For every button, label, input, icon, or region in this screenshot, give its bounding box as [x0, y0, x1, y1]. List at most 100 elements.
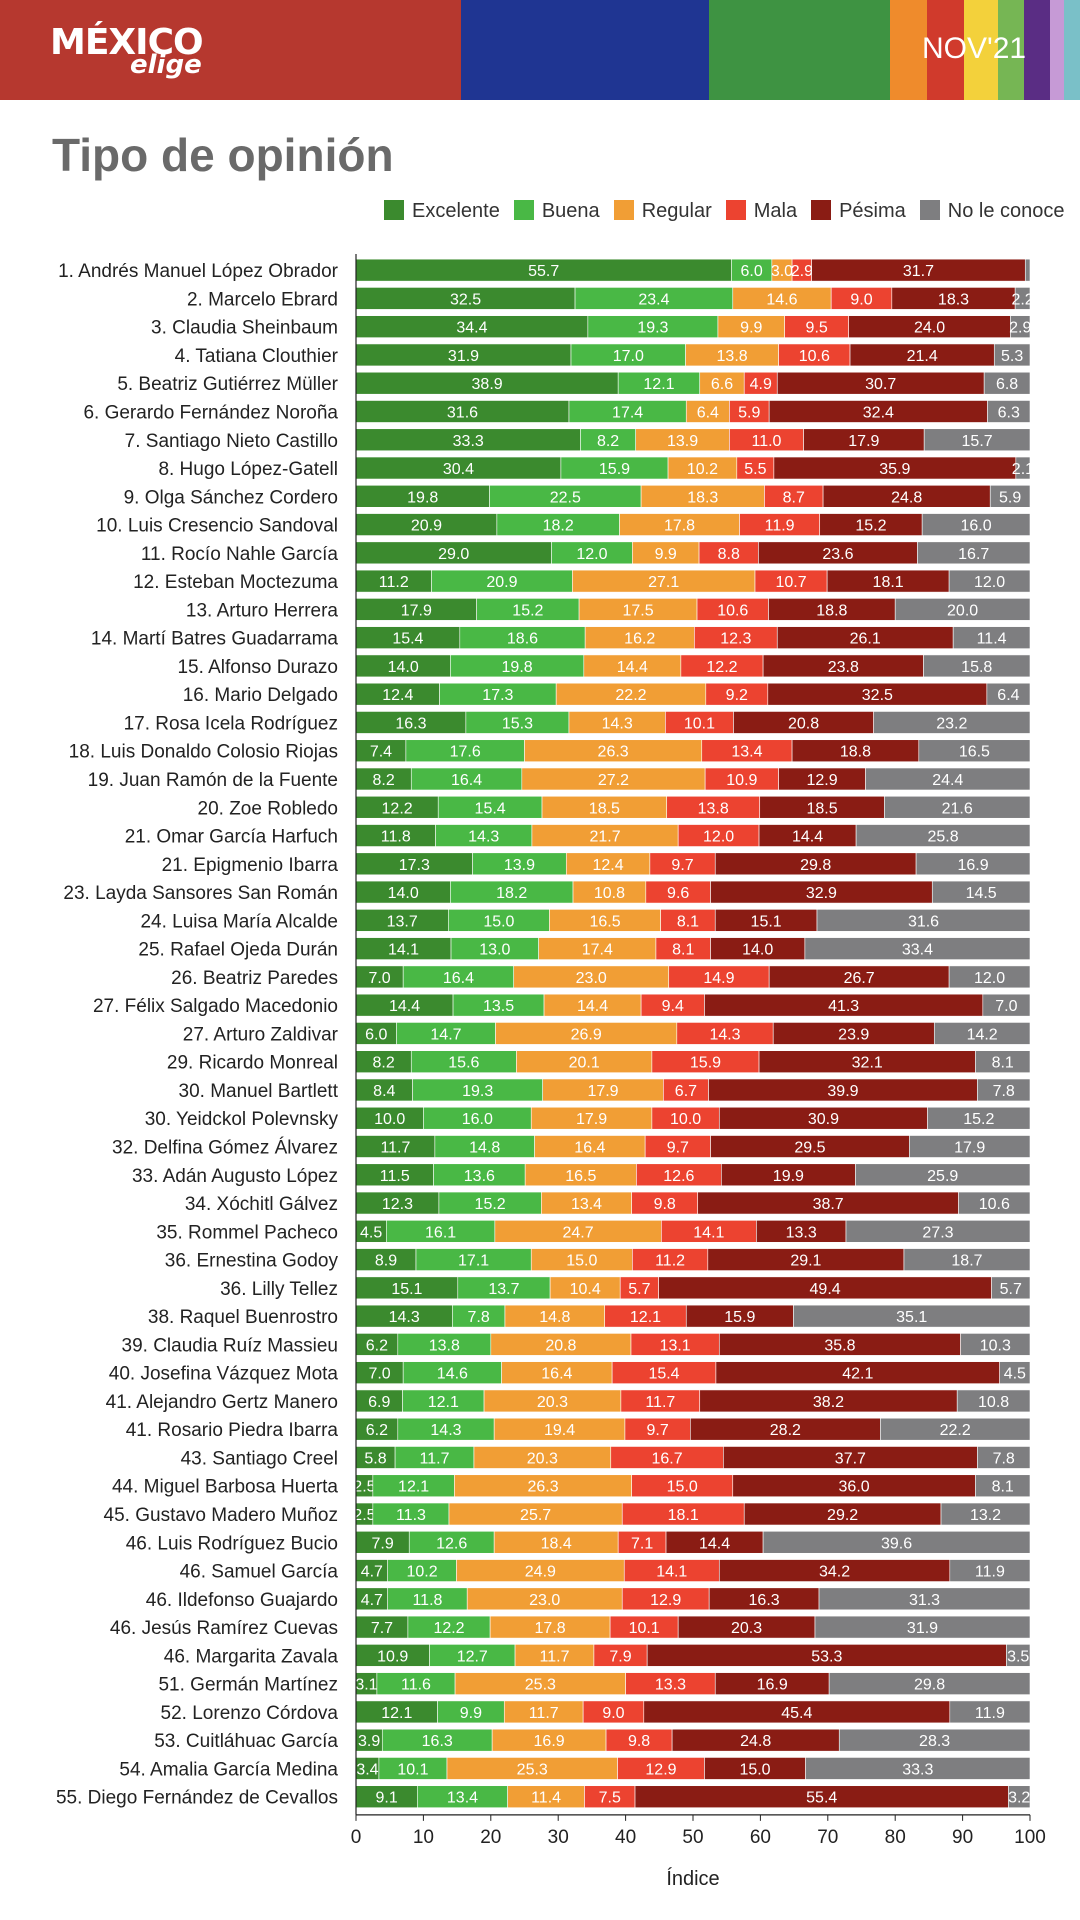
- data-label: 14.3: [709, 1026, 740, 1043]
- data-label: 32.5: [450, 291, 481, 308]
- data-label: 2.1: [1012, 461, 1034, 478]
- data-label: 9.0: [850, 291, 872, 308]
- data-label: 13.7: [387, 913, 418, 930]
- bar-segment: [977, 1446, 1031, 1469]
- data-label: 33.3: [902, 1761, 933, 1778]
- data-label: 5.9: [999, 489, 1021, 506]
- data-label: 12.0: [974, 970, 1005, 987]
- header-color-band: [709, 0, 890, 100]
- bar-segment: [991, 1276, 1031, 1300]
- bar-segment: [958, 1191, 1031, 1215]
- data-label: 15.4: [392, 631, 423, 648]
- data-label: 31.6: [908, 913, 939, 930]
- bar-segment: [805, 1757, 1031, 1780]
- data-label: 20.8: [545, 1337, 576, 1354]
- data-label: 17.9: [848, 433, 879, 450]
- data-label: 34.4: [456, 320, 487, 337]
- header-color-band: [1024, 0, 1050, 100]
- data-label: 11.7: [540, 1648, 570, 1665]
- data-label: 17.9: [587, 1083, 618, 1100]
- bar-segment: [949, 1700, 1031, 1724]
- data-label: 14.7: [430, 1026, 461, 1043]
- data-label: 13.3: [655, 1677, 686, 1694]
- header-color-band: [927, 0, 964, 100]
- x-tick-label: 50: [682, 1827, 703, 1848]
- x-tick-label: 80: [885, 1827, 906, 1848]
- logo-subtitle: elige: [130, 50, 202, 80]
- bar-segment: [975, 1050, 1031, 1073]
- data-label: 12.1: [381, 1705, 412, 1722]
- category-label: 44. Miguel Barbosa Huerta: [112, 1477, 338, 1498]
- data-label: 55.7: [528, 263, 559, 280]
- category-label: 11. Rocío Nahle García: [141, 544, 339, 565]
- x-tick-label: 100: [1014, 1827, 1046, 1848]
- data-label: 11.2: [379, 574, 409, 591]
- data-label: 38.9: [472, 376, 503, 393]
- data-label: 23.6: [822, 546, 853, 563]
- data-label: 13.7: [488, 1281, 519, 1298]
- data-label: 29.8: [914, 1677, 945, 1694]
- data-label: 12.1: [630, 1309, 661, 1326]
- data-label: 13.4: [731, 744, 762, 761]
- data-label: 32.5: [862, 687, 893, 704]
- data-label: 10.8: [594, 885, 625, 902]
- data-label: 14.1: [693, 1224, 724, 1241]
- category-label: 55. Diego Fernández de Cevallos: [56, 1788, 338, 1809]
- data-label: 31.7: [903, 263, 934, 280]
- data-label: 10.0: [374, 1111, 405, 1128]
- data-label: 9.2: [726, 687, 748, 704]
- bar-segment: [923, 654, 1031, 678]
- legend-swatch: [513, 200, 534, 220]
- bar-segment: [1024, 258, 1031, 282]
- data-label: 13.2: [970, 1507, 1001, 1524]
- category-label: 52. Lorenzo Córdova: [161, 1703, 339, 1724]
- bar-segment: [838, 1728, 1031, 1752]
- data-label: 6.9: [368, 1394, 390, 1411]
- data-label: 15.1: [751, 913, 782, 930]
- category-label: 10. Luis Cresencio Sandoval: [96, 516, 338, 537]
- category-label: 54. Amalia García Medina: [119, 1759, 338, 1780]
- data-label: 17.4: [612, 404, 643, 421]
- data-label: 22.2: [940, 1422, 971, 1439]
- data-label: 9.7: [667, 1140, 689, 1157]
- data-label: 25.8: [927, 829, 958, 846]
- legend-item: Mala: [725, 200, 797, 223]
- data-label: 16.3: [749, 1592, 780, 1609]
- data-label: 12.4: [593, 857, 624, 874]
- header-color-band: [1064, 0, 1080, 100]
- data-label: 6.0: [365, 1026, 387, 1043]
- data-label: 18.5: [589, 800, 620, 817]
- data-label: 15.2: [475, 1196, 506, 1213]
- data-label: 31.6: [447, 404, 478, 421]
- data-label: 31.9: [907, 1620, 938, 1637]
- data-label: 12.9: [650, 1592, 681, 1609]
- category-label: 46. Jesús Ramírez Cuevas: [110, 1618, 338, 1639]
- data-label: 13.1: [660, 1337, 691, 1354]
- data-label: 14.9: [703, 970, 734, 987]
- category-label: 46. Luis Rodríguez Bucio: [126, 1533, 338, 1554]
- category-label: 36. Lilly Tellez: [220, 1279, 338, 1300]
- data-label: 18.1: [668, 1507, 699, 1524]
- bar-segment: [1006, 1644, 1031, 1667]
- data-label: 14.6: [766, 291, 797, 308]
- data-label: 12.1: [643, 376, 674, 393]
- bar-segment: [931, 880, 1031, 904]
- data-label: 8.2: [373, 1055, 395, 1072]
- data-label: 12.2: [382, 800, 413, 817]
- data-label: 9.1: [376, 1790, 398, 1807]
- data-label: 8.1: [672, 942, 694, 959]
- data-label: 10.6: [979, 1196, 1010, 1213]
- data-label: 13.9: [667, 433, 698, 450]
- bar-segment: [960, 1333, 1031, 1356]
- data-label: 3.4: [356, 1761, 378, 1778]
- data-label: 11.6: [401, 1677, 431, 1694]
- data-label: 35.8: [824, 1337, 855, 1354]
- category-label: 20. Zoe Robledo: [198, 798, 339, 819]
- data-label: 5.5: [744, 461, 766, 478]
- data-label: 33.4: [902, 942, 933, 959]
- data-label: 14.0: [388, 885, 419, 902]
- legend-label: Regular: [641, 200, 712, 222]
- data-label: 35.1: [896, 1309, 927, 1326]
- data-label: 16.5: [959, 744, 990, 761]
- data-label: 5.3: [1001, 348, 1023, 365]
